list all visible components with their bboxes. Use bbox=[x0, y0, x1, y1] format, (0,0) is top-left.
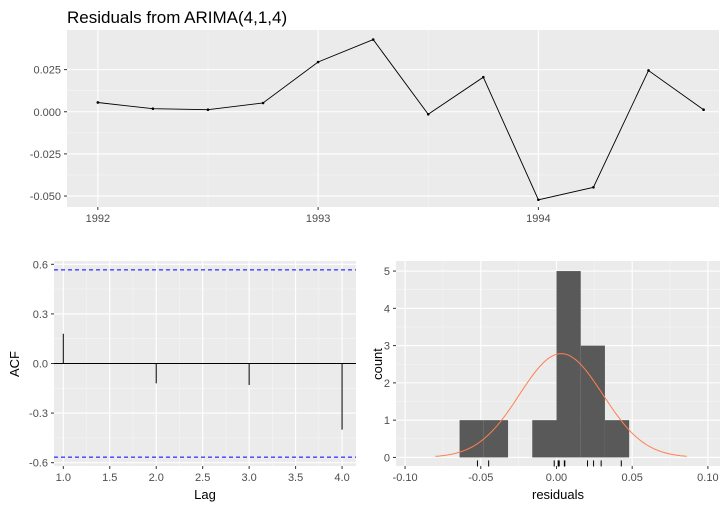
histogram-panel: -0.10 -0.05 0.00 0.05 0.10 0 1 2 3 4 5 residuals c… bbox=[370, 261, 720, 502]
histogram-y-tick-label: 1 bbox=[384, 415, 390, 427]
acf-x-tick-label: 2.5 bbox=[195, 472, 210, 484]
residuals-x-tick-label: 1992 bbox=[86, 213, 110, 225]
acf-x-tick-label: 3.0 bbox=[241, 472, 256, 484]
histogram-bar bbox=[604, 420, 630, 458]
residuals-x-tick-label: 1994 bbox=[526, 213, 550, 225]
residuals-point bbox=[206, 108, 210, 112]
histogram-y-tick-label: 0 bbox=[384, 452, 390, 464]
residuals-point bbox=[151, 107, 155, 111]
acf-panel: 1.0 1.5 2.0 2.5 3.0 3.5 4.0 0.6 0.3 0.0 -0.3 -0.6 L… bbox=[7, 259, 356, 502]
acf-y-axis-label: ACF bbox=[7, 351, 22, 377]
histogram-x-tick-label: -0.10 bbox=[393, 472, 418, 484]
residuals-point bbox=[371, 38, 375, 41]
residuals-point bbox=[537, 198, 540, 202]
histogram-y-tick-label: 5 bbox=[384, 266, 390, 278]
acf-y-tick-label: -0.3 bbox=[29, 408, 48, 420]
residuals-panel: Residuals from ARIMA(4,1,4) 1992 1993 1994… bbox=[30, 8, 719, 225]
acf-x-tick-label: 1.0 bbox=[56, 472, 71, 484]
residuals-axes: 1992 1993 1994 0.025 0.000 -0.025 -0.050 bbox=[30, 65, 551, 225]
histogram-x-tick-label: -0.05 bbox=[468, 472, 493, 484]
acf-axes: 1.0 1.5 2.0 2.5 3.0 3.5 4.0 0.6 0.3 0.0 -0.3 -0.6 bbox=[29, 259, 350, 484]
histogram-bar bbox=[556, 271, 581, 458]
acf-y-tick-label: 0.3 bbox=[33, 309, 48, 321]
histogram-bar bbox=[580, 345, 605, 458]
histogram-x-tick-label: 0.00 bbox=[546, 472, 567, 484]
residuals-line bbox=[97, 39, 704, 201]
histogram-x-axis-label: residuals bbox=[532, 487, 585, 502]
histogram-bars bbox=[435, 271, 687, 467]
residuals-point bbox=[96, 101, 100, 104]
residuals-point bbox=[316, 60, 320, 64]
histogram-x-tick-label: 0.10 bbox=[697, 472, 718, 484]
histogram-x-tick-label: 0.05 bbox=[621, 472, 642, 484]
histogram-y-tick-label: 3 bbox=[384, 341, 390, 353]
acf-x-tick-label: 4.0 bbox=[334, 472, 349, 484]
residuals-point bbox=[426, 112, 430, 116]
residuals-series bbox=[96, 38, 705, 202]
acf-y-tick-label: 0.6 bbox=[33, 259, 48, 271]
histogram-y-tick-label: 2 bbox=[384, 378, 390, 390]
residuals-point bbox=[261, 101, 265, 105]
acf-y-tick-label: -0.6 bbox=[29, 458, 48, 470]
residuals-y-tick-label: 0.025 bbox=[33, 65, 61, 77]
residuals-point bbox=[647, 69, 650, 72]
residuals-title: Residuals from ARIMA(4,1,4) bbox=[67, 8, 287, 27]
acf-x-tick-label: 1.5 bbox=[102, 472, 117, 484]
residuals-x-tick-label: 1993 bbox=[306, 213, 330, 225]
histogram-axes: -0.10 -0.05 0.00 0.05 0.10 0 1 2 3 4 5 bbox=[384, 266, 719, 484]
acf-x-axis-label: Lag bbox=[194, 487, 216, 502]
histogram-normal-curve bbox=[435, 353, 687, 457]
residuals-plot-background bbox=[67, 30, 719, 207]
acf-bars bbox=[54, 269, 356, 458]
residuals-y-tick-label: 0.000 bbox=[33, 107, 61, 119]
acf-y-tick-label: 0.0 bbox=[33, 359, 48, 371]
residuals-y-tick-label: -0.050 bbox=[30, 191, 61, 203]
histogram-bar bbox=[532, 420, 557, 458]
histogram-bar bbox=[483, 420, 509, 458]
acf-x-tick-label: 2.0 bbox=[149, 472, 164, 484]
residuals-point bbox=[482, 75, 485, 79]
residuals-gridlines bbox=[67, 30, 719, 207]
acf-x-tick-label: 3.5 bbox=[288, 472, 303, 484]
residuals-y-tick-label: -0.025 bbox=[30, 149, 61, 161]
histogram-y-axis-label: count bbox=[370, 348, 385, 380]
residuals-point bbox=[702, 108, 705, 112]
histogram-y-tick-label: 4 bbox=[384, 303, 390, 315]
histogram-bar bbox=[459, 420, 484, 458]
residuals-point bbox=[592, 185, 595, 189]
